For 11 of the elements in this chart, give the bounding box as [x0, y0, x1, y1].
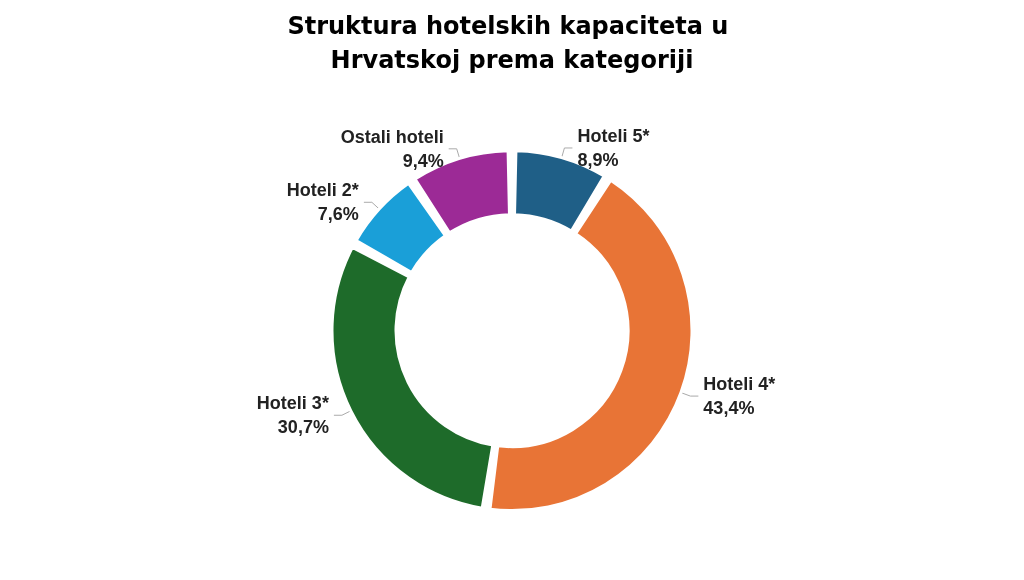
data-label: 43,4% [703, 398, 755, 419]
slice-label: Hoteli 2* [286, 180, 359, 201]
slice-label: Hoteli 3* [256, 393, 329, 414]
data-label: 8,9% [577, 149, 619, 170]
data-label: 9,4% [402, 150, 444, 171]
slice-label: Hoteli 5* [577, 125, 650, 146]
chart-title: Struktura hotelskih kapaciteta u Hrvatskoj prema kategoriji [287, 12, 737, 74]
slice-label: Ostali hoteli [340, 126, 444, 147]
slice-label: Hoteli 4* [703, 374, 776, 395]
data-label: 7,6% [317, 204, 359, 225]
data-label: 30,7% [277, 417, 329, 438]
